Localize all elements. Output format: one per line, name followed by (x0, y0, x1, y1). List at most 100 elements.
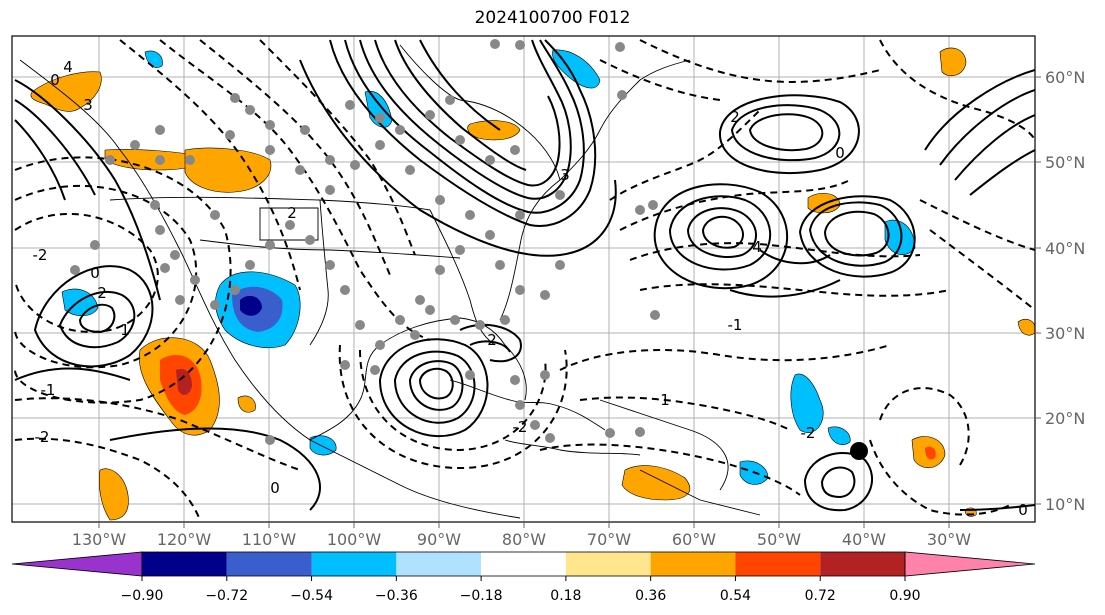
station-dot (375, 113, 385, 123)
contour-label: 0 (50, 71, 60, 89)
station-dot (265, 240, 275, 250)
contour-label: 2 (97, 284, 107, 302)
positive-contour (374, 39, 561, 187)
colorbar-tick-label: 0.54 (720, 588, 751, 604)
colorbar-tick-label: 0.90 (889, 588, 920, 604)
contour-label: 4 (752, 238, 762, 256)
station-dot (515, 210, 525, 220)
negative-contour (919, 199, 1035, 251)
positive-contour (969, 149, 1035, 196)
station-dot (495, 260, 505, 270)
colorbar-swatch (142, 552, 227, 576)
station-dot (325, 155, 335, 165)
station-dot (435, 195, 445, 205)
positive-anomaly-patch (30, 71, 102, 112)
longitude-tick-label: 50°W (757, 530, 801, 549)
station-dot (605, 428, 615, 438)
station-dot (265, 145, 275, 155)
contour-label: 0 (90, 264, 100, 282)
station-dot (325, 260, 335, 270)
latitude-axis: 60°N 50°N 40°N 30°N 20°N 10°N (1035, 68, 1085, 514)
positive-contour (668, 195, 772, 271)
station-dot (615, 42, 625, 52)
station-dots (70, 39, 660, 445)
longitude-tick-label: 90°W (417, 530, 461, 549)
station-dot (150, 200, 160, 210)
station-dot (105, 155, 115, 165)
station-dot (265, 120, 275, 130)
station-dot (225, 130, 235, 140)
positive-anomaly-patch (467, 120, 521, 141)
positive-contour (748, 113, 824, 152)
negative-contour (639, 283, 951, 297)
station-dot (245, 260, 255, 270)
positive-contour (14, 119, 66, 201)
station-dot (410, 330, 420, 340)
colorbar-swatch (226, 552, 312, 576)
strong-negative-anomaly-patch (240, 295, 262, 316)
negative-contour (259, 39, 416, 256)
negative-contour (338, 344, 568, 470)
station-dot (325, 185, 335, 195)
positive-contour (954, 114, 1035, 181)
station-dot (375, 340, 385, 350)
negative-contour (579, 396, 791, 431)
negative-contour (609, 109, 761, 201)
negative-contour (619, 179, 851, 231)
station-dot (405, 165, 415, 175)
longitude-tick-label: 100°W (327, 530, 382, 549)
station-dot (455, 245, 465, 255)
contour-label: -2 (801, 424, 816, 442)
positive-contour (33, 265, 154, 368)
positive-contour (820, 466, 856, 499)
negative-contour (629, 242, 921, 261)
station-dot (540, 290, 550, 300)
negative-anomaly-patch (552, 49, 601, 89)
colorbar-tick-label: −0.18 (460, 588, 503, 604)
station-dot (185, 155, 195, 165)
colorbar-tick-label: 0.72 (805, 588, 836, 604)
station-dot (650, 310, 660, 320)
positive-anomaly-patch (1017, 319, 1035, 336)
positive-contour (686, 207, 757, 258)
negative-contour (869, 439, 1011, 516)
latitude-tick-label: 60°N (1045, 68, 1085, 87)
positive-contour (58, 290, 136, 349)
colorbar-tick-label: −0.36 (375, 588, 418, 604)
negative-contour (119, 39, 301, 291)
positive-anomaly-patch (99, 468, 129, 521)
station-dot (445, 95, 455, 105)
positive-contour (803, 451, 874, 512)
positive-contour (329, 39, 597, 227)
positive-contour (729, 279, 841, 298)
contour-label: -2 (33, 246, 48, 264)
negative-anomaly-patch (790, 373, 824, 433)
station-dot (210, 300, 220, 310)
positive-contour (14, 99, 96, 196)
colorbar-swatch (396, 552, 482, 576)
station-dot (555, 260, 565, 270)
station-dot (190, 275, 200, 285)
contour-label: 2 (487, 331, 497, 349)
shading-layer (30, 47, 1035, 521)
station-dot (210, 210, 220, 220)
station-dot (515, 400, 525, 410)
station-dot (295, 165, 305, 175)
positive-contour (408, 360, 464, 411)
map-title: 2024100700 F012 (474, 8, 631, 28)
latitude-tick-label: 40°N (1045, 239, 1085, 258)
station-dot (635, 427, 645, 437)
contour-label: 0 (835, 144, 845, 162)
station-dot (355, 320, 365, 330)
strong-positive-anomaly-patch (925, 446, 936, 460)
positive-contour (653, 183, 789, 290)
positive-contour (14, 79, 161, 301)
positive-anomaly-patch (621, 465, 690, 501)
station-dot (485, 230, 495, 240)
station-dot (285, 220, 295, 230)
positive-contour (299, 59, 617, 257)
positive-anomaly-patch (939, 47, 967, 77)
contour-label: 0 (1018, 501, 1028, 519)
positive-contour (759, 249, 831, 265)
station-dot (475, 320, 485, 330)
